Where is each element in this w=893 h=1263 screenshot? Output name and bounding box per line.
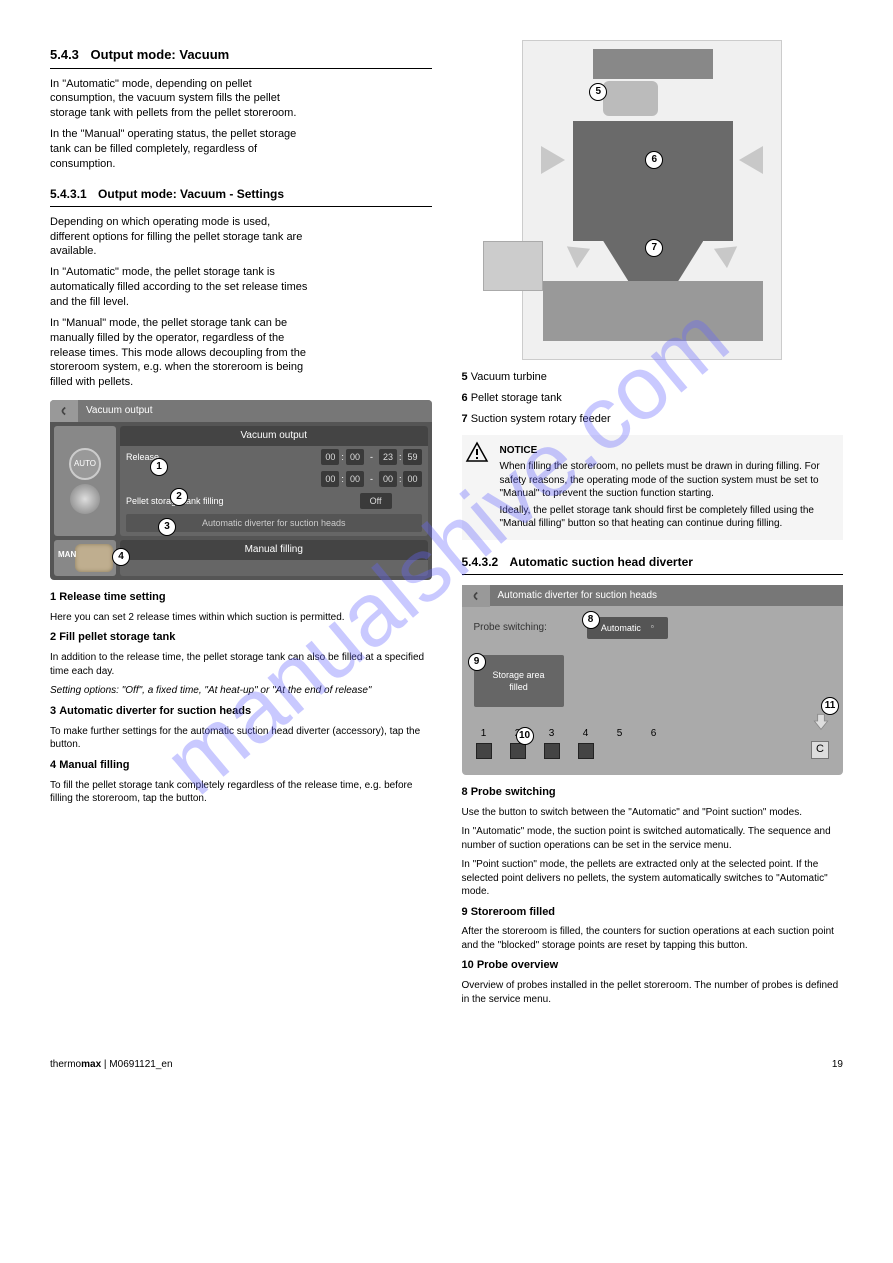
callout-10-text: Overview of probes installed in the pell… [462,979,844,1006]
callout-3: 3 [158,518,176,536]
callout-3-text: To make further settings for the automat… [50,725,432,752]
settings-p2: In "Automatic" mode, the pellet storage … [50,265,432,310]
callout-10: 10 [516,727,534,745]
callout-8-text-c: In "Point suction" mode, the pellets are… [462,858,844,899]
time-mm[interactable]: 59 [403,449,421,465]
diverter-screenshot: Automatic diverter for suction heads Pro… [462,585,844,775]
callout-7-desc: 7 Suction system rotary feeder [462,412,844,427]
vacuum-output-header: Vacuum output [120,426,428,446]
vacuum-output-screenshot: Vacuum output AUTO Vacuum output Release [50,400,432,580]
settings-p3: In "Manual" mode, the pellet storage tan… [50,316,432,390]
c-indicator[interactable]: C [811,741,829,759]
time-hh[interactable]: 23 [379,449,397,465]
subsection2-heading: 5.4.3.2 Automatic suction head diverter [462,554,844,575]
callout-4-desc: 4 Manual filling [50,758,432,773]
footer-model: | M0691121_en [104,1059,173,1070]
pellet-icon [75,544,113,572]
release-time-2[interactable]: 00:00 - 00:00 [321,471,421,487]
callout-11: 11 [821,697,839,715]
notice-box: NOTICE When filling the storeroom, no pe… [462,435,844,540]
footer-brand-1: thermo [50,1059,81,1070]
tank-filling-label: Pellet storage tank filling [126,495,360,507]
time-mm[interactable]: 00 [346,471,364,487]
callout-4-text: To fill the pellet storage tank complete… [50,779,432,806]
machine-figure: 5 6 7 [522,40,782,360]
left-column: 5.4.3 Output mode: Vacuum In "Automatic"… [50,40,432,1012]
auto-mode-paragraph: In "Automatic" mode, depending on pellet… [50,77,432,122]
callout-2: 2 [170,488,188,506]
notice-title: NOTICE [500,444,836,458]
man-badge: MAN [58,550,76,561]
subsection2-number: 5.4.3.2 [462,555,499,569]
callout-1-desc: 1 Release time setting [50,590,432,605]
storage-filled-button[interactable]: Storage area filled [474,655,564,707]
callout-2-options: Setting options: "Off", a fixed time, "A… [50,684,432,698]
back-button[interactable] [50,400,78,422]
back-button[interactable] [462,585,490,607]
section-number: 5.4.3 [50,47,79,62]
notice-p2: Ideally, the pellet storage tank should … [500,504,836,531]
section-heading: 5.4.3 Output mode: Vacuum [50,46,432,69]
time-hh[interactable]: 00 [321,471,339,487]
subsection2-title: Automatic suction head diverter [510,555,693,569]
time-mm[interactable]: 00 [346,449,364,465]
callout-2-desc: 2 Fill pellet storage tank [50,630,432,645]
callout-8-text-b: In "Automatic" mode, the suction point i… [462,825,844,852]
tank-filling-value[interactable]: Off [360,493,392,509]
manual-filling-header: Manual filling [120,540,428,560]
footer-brand-2: max [81,1059,101,1070]
screen-title: Automatic diverter for suction heads [490,585,844,607]
probe-5: 5 [612,727,628,759]
callout-6-desc: 6 Pellet storage tank [462,391,844,406]
probe-3[interactable]: 3 [544,727,560,759]
callout-9-desc: 9 Storeroom filled [462,905,844,920]
back-arrow-icon [469,589,483,603]
callout-3-desc: 3 Automatic diverter for suction heads [50,704,432,719]
warning-icon [465,441,489,465]
callout-1: 1 [150,458,168,476]
time-mm[interactable]: 00 [403,471,421,487]
page-number: 19 [832,1058,843,1072]
settings-p1: Depending on which operating mode is use… [50,215,432,260]
subsection-heading: 5.4.3.1 Output mode: Vacuum - Settings [50,186,432,207]
dropdown-icon: ▫ [651,622,654,633]
notice-p1: When filling the storeroom, no pellets m… [500,460,836,501]
callout-9: 9 [468,653,486,671]
callout-8: 8 [582,611,600,629]
turbine-icon [70,484,100,514]
back-arrow-icon [57,404,71,418]
probe-6: 6 [646,727,662,759]
probe-4[interactable]: 4 [578,727,594,759]
subsection-title: Output mode: Vacuum - Settings [98,187,284,201]
release-time-1[interactable]: 00:00 - 23:59 [321,449,421,465]
auto-mode-tile[interactable]: AUTO [54,426,116,536]
callout-8-text-a: Use the button to switch between the "Au… [462,806,844,820]
section-title: Output mode: Vacuum [91,47,230,62]
time-hh[interactable]: 00 [379,471,397,487]
probe-switching-label: Probe switching: [474,621,547,635]
time-hh[interactable]: 00 [321,449,339,465]
callout-1-text: Here you can set 2 release times within … [50,611,432,625]
manual-mode-paragraph: In the "Manual" operating status, the pe… [50,127,432,172]
manual-mode-tile[interactable]: MAN [54,540,116,576]
right-column: 5 6 7 5 Vacuum turbine 6 Pellet storage … [462,40,844,1012]
callout-8-desc: 8 Probe switching [462,785,844,800]
callout-2-text: In addition to the release time, the pel… [50,651,432,678]
callout-9-text: After the storeroom is filled, the count… [462,925,844,952]
callout-10-desc: 10 Probe overview [462,958,844,973]
page-footer: thermomax | M0691121_en 19 [50,1052,843,1072]
callout-5-desc: 5 Vacuum turbine [462,370,844,385]
probe-row: 1 2 3 4 5 6 [476,727,662,759]
auto-badge: AUTO [69,448,101,480]
screen-title: Vacuum output [78,400,432,422]
probe-1[interactable]: 1 [476,727,492,759]
subsection-number: 5.4.3.1 [50,187,87,201]
